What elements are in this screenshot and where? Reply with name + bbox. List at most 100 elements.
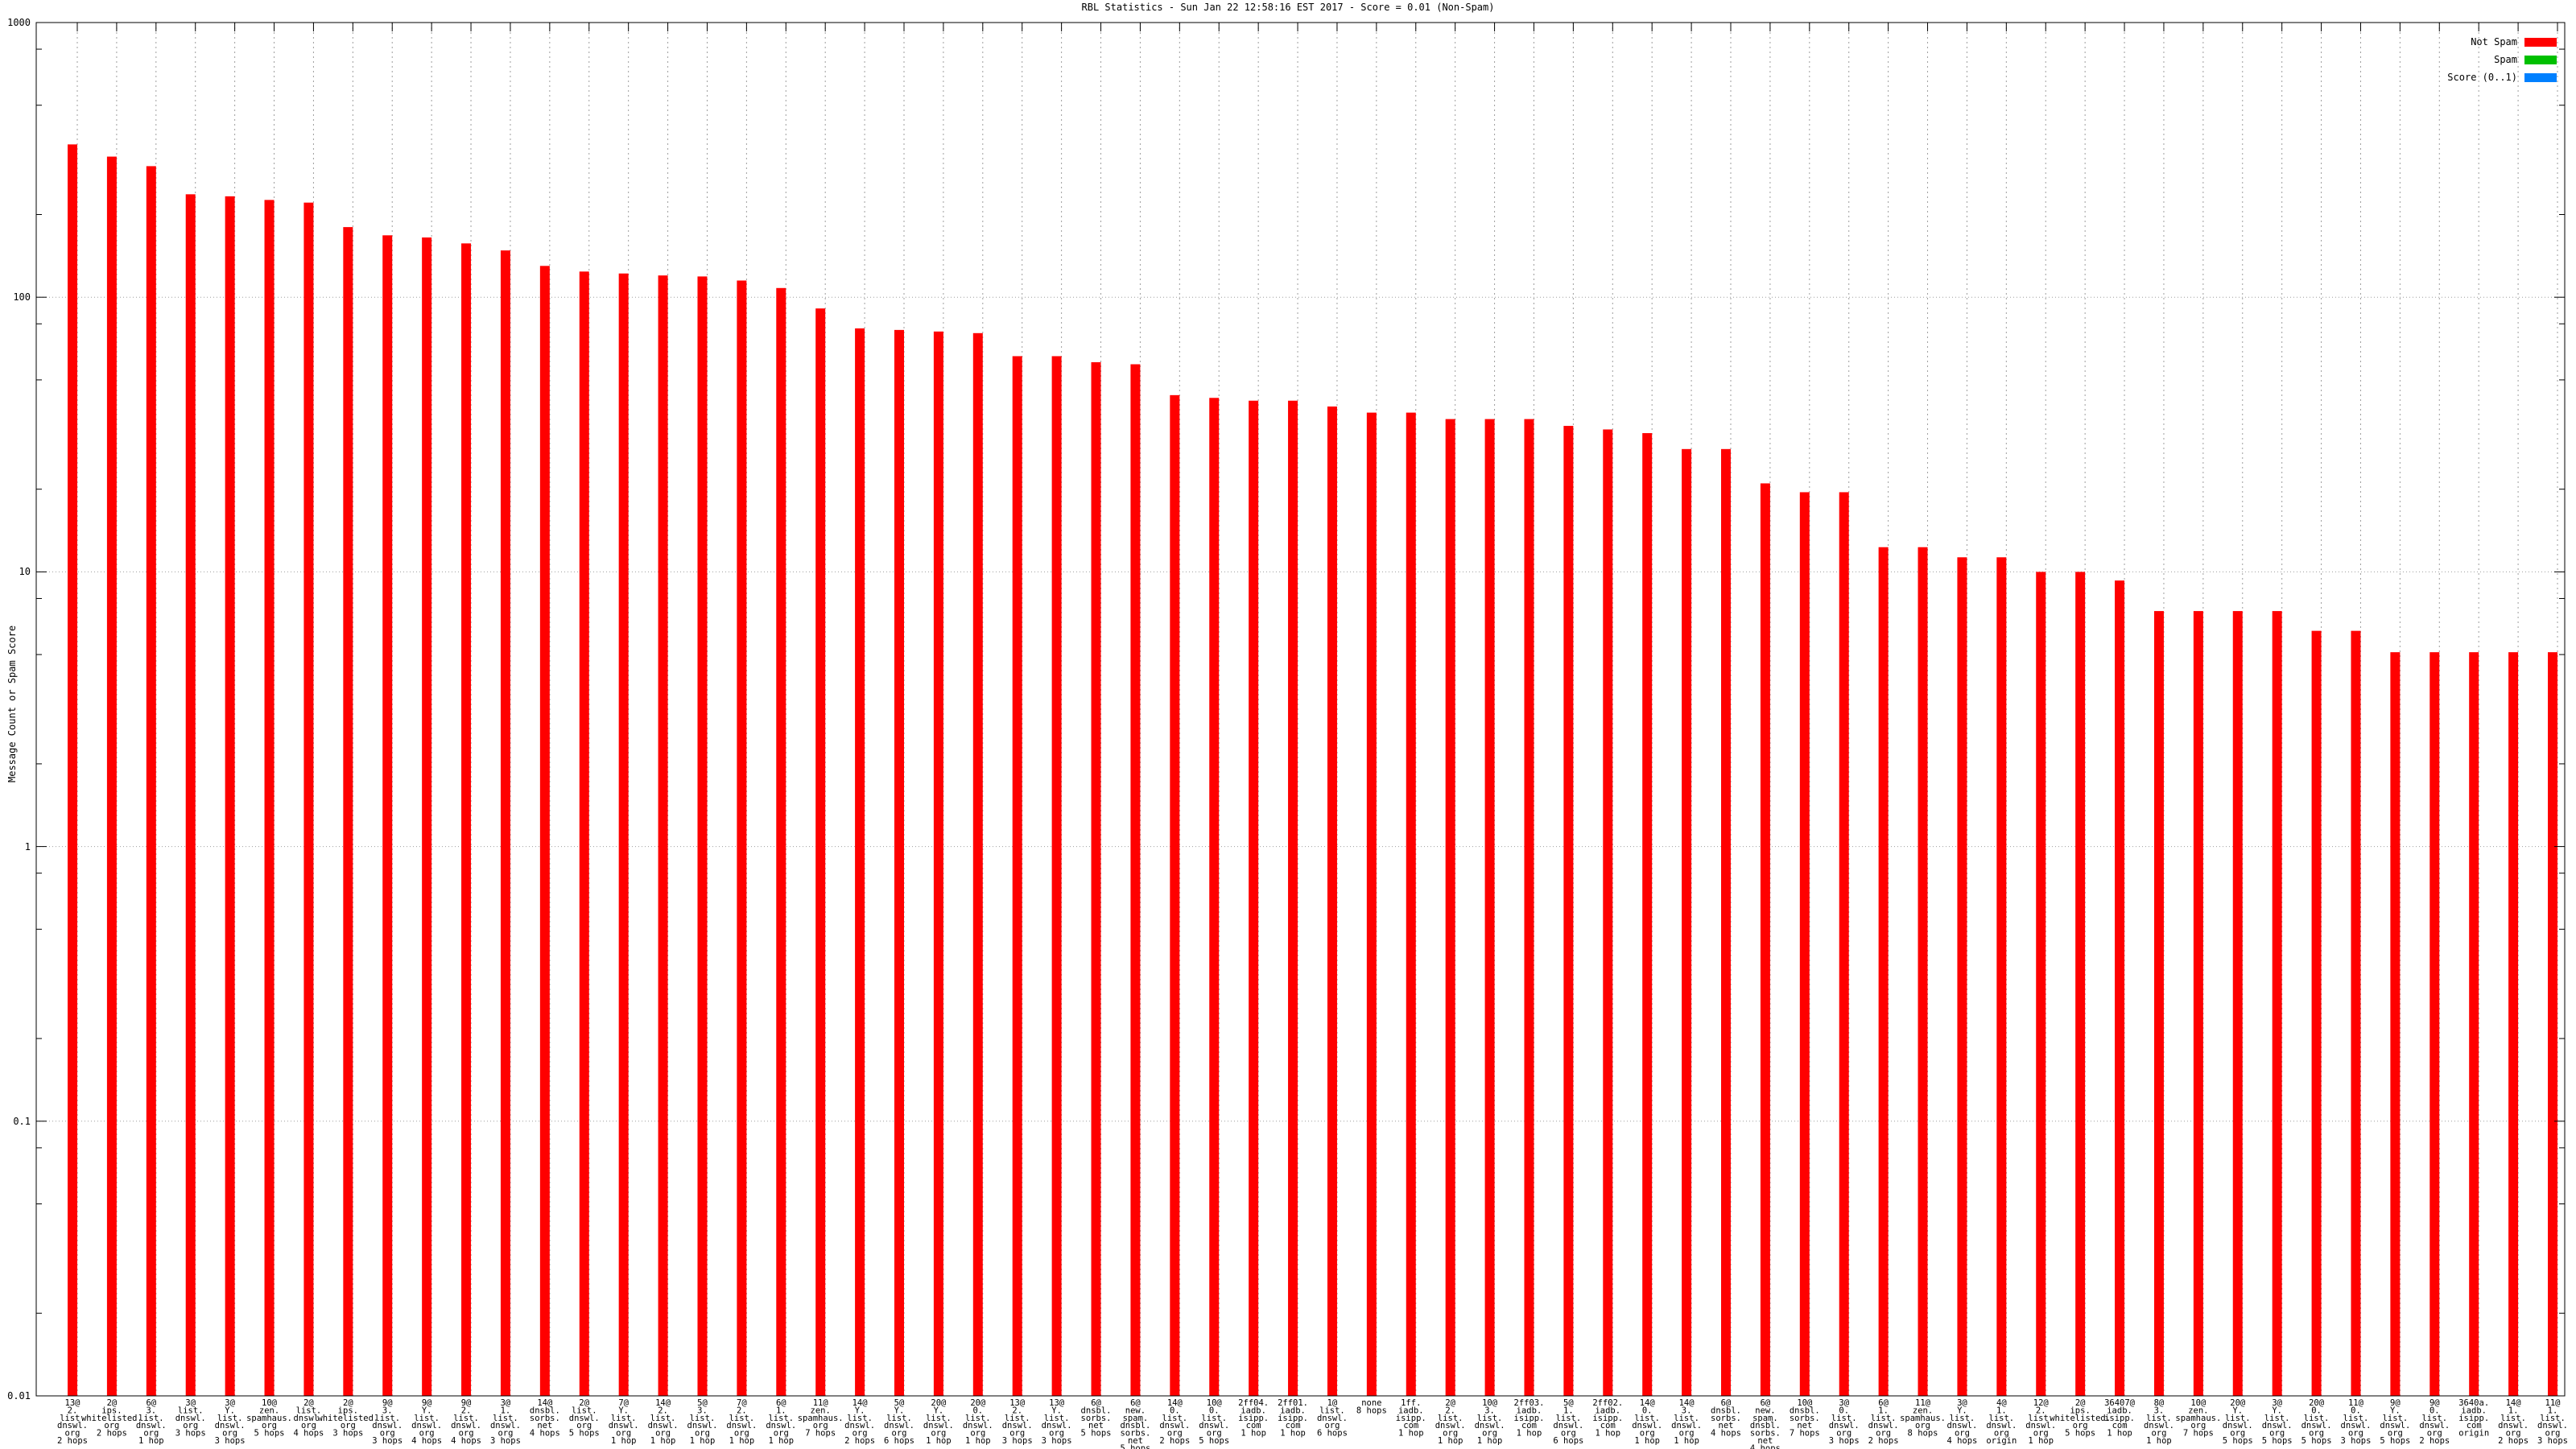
x-tick-label: 3. [146,1406,156,1415]
x-tick-label: net [1719,1421,1734,1430]
bar [1642,433,1653,1396]
bar [2390,652,2401,1396]
bar [461,243,472,1397]
x-tick-label: org [774,1429,789,1439]
bar [2075,572,2086,1396]
x-tick-label: zen. [1913,1406,1933,1415]
x-tick-label: 5 hops [1081,1429,1112,1439]
x-tick-label: dnsbl. [1120,1421,1150,1430]
x-tick-label: com [1600,1421,1616,1430]
x-tick-label: isipp. [1514,1414,1545,1423]
x-tick-label: zen. [811,1406,831,1415]
x-tick-label: dnswl. [57,1421,88,1430]
x-tick-label: 0. [1839,1406,1849,1415]
x-tick-label: list. [1989,1414,2015,1423]
bar [2469,652,2479,1396]
x-tick-label: 14@ [1167,1398,1183,1408]
x-tick-label: 2 hops [1868,1436,1899,1446]
x-tick-label: org [2545,1429,2561,1439]
x-tick-label: org [852,1429,868,1439]
x-tick-label: 5 hops [2262,1436,2293,1446]
x-tick-label: 1 hop [1280,1429,1306,1439]
x-tick-label: dnswl. [1475,1421,1505,1430]
x-tick-label: list. [178,1406,204,1415]
x-tick-label: list. [217,1414,243,1423]
x-tick-label: org [143,1429,159,1439]
y-axis-tick-label: 0.01 [7,1390,31,1402]
x-tick-label: list. [2028,1414,2054,1423]
x-tick-label: 2@ [579,1398,589,1408]
bar [737,280,747,1397]
x-tick-label: dnswl. [2223,1421,2253,1430]
x-tick-label: 3@ [1957,1398,1967,1408]
x-tick-label: 2. [68,1406,78,1415]
x-tick-label: 3 hops [175,1429,206,1439]
x-tick-label: dnswl. [2301,1421,2332,1430]
x-tick-label: net [1088,1421,1104,1430]
bar [500,250,510,1396]
x-tick-label: org [341,1421,356,1430]
x-tick-label: sorbs. [1750,1429,1781,1439]
x-tick-label: 0. [972,1406,983,1415]
x-tick-label: 6@ [1091,1398,1101,1408]
x-tick-label: list. [1831,1414,1857,1423]
bar [2193,611,2203,1396]
x-tick-label: 0. [1209,1406,1220,1415]
x-tick-label: 1 hop [2028,1436,2054,1446]
x-tick-label: 5 hops [2065,1429,2095,1439]
x-tick-label: spamhaus. [1900,1414,1946,1423]
bar [1012,356,1022,1397]
x-tick-label: org [2151,1429,2166,1439]
x-tick-label: spam. [1752,1414,1778,1423]
x-tick-label: 2 hops [2419,1436,2450,1446]
x-tick-label: dnswl. [1159,1421,1190,1430]
x-tick-label: list. [1477,1414,1503,1423]
x-tick-label: 5 hops [2380,1436,2410,1446]
x-tick-label: 6 hops [1553,1436,1583,1446]
bar [2115,580,2125,1396]
x-tick-label: list. [1438,1414,1463,1423]
x-tick-label: 9@ [461,1398,472,1408]
x-tick-label: 6@ [776,1398,786,1408]
x-tick-label: 20@ [931,1398,947,1408]
x-tick-label: 0. [2429,1406,2440,1415]
x-tick-label: list. [374,1414,400,1423]
x-tick-label: sorbs. [1711,1414,1741,1423]
x-tick-label: org [2269,1429,2285,1439]
x-tick-label: 8@ [2154,1398,2165,1408]
spam-color-swatch [2524,55,2557,64]
x-tick-label: new. [1755,1406,1775,1415]
x-tick-label: 14@ [1640,1398,1656,1408]
x-tick-label: list. [1044,1414,1070,1423]
x-tick-label: com [1246,1421,1261,1430]
x-tick-label: Y. [2390,1406,2401,1415]
x-tick-label: spamhaus. [798,1414,844,1423]
x-tick-label: 2@ [343,1398,353,1408]
x-tick-label: dnswl. [2380,1421,2410,1430]
x-tick-label: com [1521,1421,1537,1430]
x-tick-label: 3@ [185,1398,196,1408]
x-tick-label: iadb. [1595,1406,1620,1415]
x-tick-label: 1 hop [729,1436,755,1446]
bar [1839,492,1849,1396]
bar [697,276,708,1397]
x-tick-label: isipp. [2104,1414,2135,1423]
bar [1366,412,1377,1396]
x-tick-label: isipp. [1592,1414,1623,1423]
x-tick-label: iadb. [2107,1406,2132,1415]
bar [579,271,589,1397]
x-tick-label: 1 hop [1241,1429,1266,1439]
bar [658,275,668,1396]
x-tick-label: org [2506,1429,2521,1439]
x-tick-label: 2 hops [57,1436,88,1446]
x-tick-label: dnswl. [1946,1421,1977,1430]
x-tick-label: org [695,1429,710,1439]
x-tick-label: dnswl. [1317,1414,1348,1423]
x-tick-label: list. [2383,1414,2409,1423]
bar [1918,547,1928,1396]
x-tick-label: org [1836,1429,1852,1439]
x-tick-label: 6@ [146,1398,156,1408]
x-tick-label: 3 hops [490,1436,521,1446]
x-tick-label: 5 hops [569,1429,600,1439]
bar [539,266,550,1397]
